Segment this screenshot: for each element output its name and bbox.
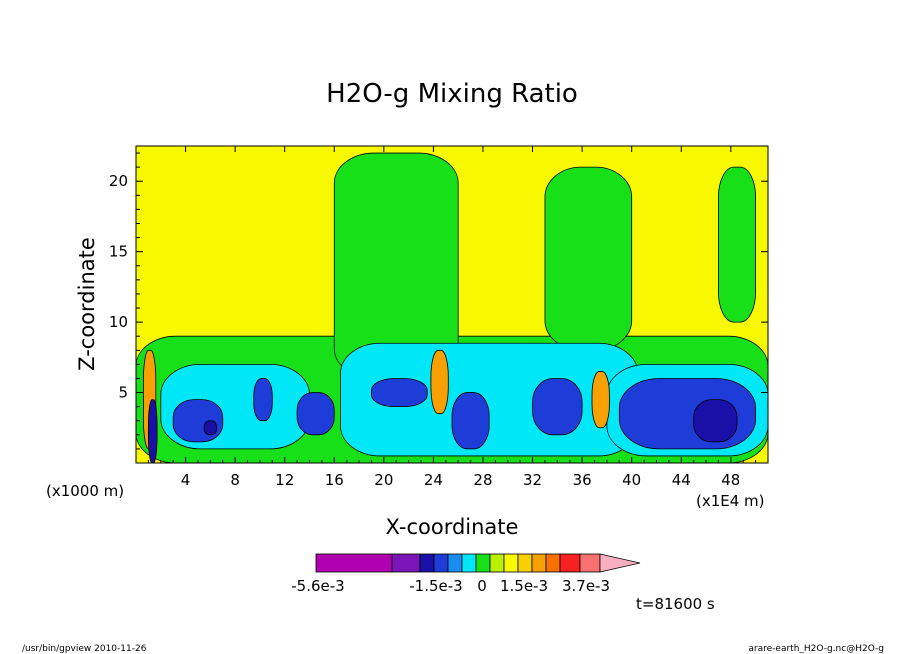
colorbar (315, 553, 641, 573)
y-tick-label: 20 (109, 172, 128, 190)
plot-area (135, 145, 769, 464)
x-tick-label: 28 (473, 471, 492, 489)
x-axis-ticks: 4 8 12 16 20 24 28 32 36 40 44 48 (147, 146, 757, 489)
x-unit-right: (x1E4 m) (696, 492, 765, 510)
x-tick-label: 16 (325, 471, 344, 489)
colorbar-segment (489, 553, 505, 573)
contour-region-blue (532, 378, 583, 436)
x-tick-label: 48 (721, 471, 740, 489)
colorbar-segment (391, 553, 421, 573)
plot-frame (135, 145, 769, 464)
contour-region-blue (371, 378, 428, 408)
contour-region-dark-blue (693, 399, 738, 443)
contour-region-orange (591, 371, 610, 429)
y-tick-label: 10 (109, 313, 128, 331)
colorbar-label-zero: 0 (477, 577, 487, 595)
colorbar-segment (475, 553, 491, 573)
x-tick-label: 36 (573, 471, 592, 489)
colorbar-label-neg: -1.5e-3 (409, 577, 462, 595)
y-tick-label: 15 (109, 243, 128, 261)
colorbar-segment (315, 553, 393, 573)
x-tick-label: 8 (230, 471, 240, 489)
footer-left: /usr/bin/gpview 2010-11-26 (22, 644, 147, 654)
x-tick-label: 44 (672, 471, 691, 489)
contour-region-orange (430, 349, 449, 415)
x-tick-label: 32 (523, 471, 542, 489)
colorbar-segment (461, 553, 477, 573)
y-tick-label: 5 (118, 384, 128, 402)
contour-region-blue (451, 392, 490, 450)
x-axis-title: X-coordinate (386, 515, 519, 539)
contour-region-blue (253, 378, 273, 422)
contour-region-dark-blue (203, 420, 217, 436)
y-axis-title: Z-coordinate (75, 237, 99, 371)
x-unit-left: (x1000 m) (46, 482, 124, 500)
contour-region-blue (296, 392, 335, 436)
footer-right: arare-earth_H2O-g.nc@H2O-g (748, 644, 884, 654)
chart-title: H2O-g Mixing Ratio (326, 79, 578, 109)
contour-region-green (544, 166, 633, 351)
colorbar-label-min: -5.6e-3 (291, 577, 344, 595)
x-tick-label: 4 (181, 471, 191, 489)
x-tick-label: 20 (374, 471, 393, 489)
colorbar-segment (559, 553, 581, 573)
colorbar-segment (579, 553, 601, 573)
colorbar-arrow (599, 553, 641, 573)
colorbar-segment (419, 553, 435, 573)
colorbar-segment (531, 553, 547, 573)
x-tick-label: 24 (424, 471, 443, 489)
x-tick-label: 40 (622, 471, 641, 489)
colorbar-segment (433, 553, 449, 573)
colorbar-label-max: 3.7e-3 (562, 577, 610, 595)
colorbar-segment (447, 553, 463, 573)
colorbar-segment (503, 553, 519, 573)
colorbar-segment (545, 553, 561, 573)
colorbar-label-pos: 1.5e-3 (500, 577, 548, 595)
contour-regions (136, 152, 768, 463)
contour-region-blue (172, 399, 224, 443)
contour-region-dark-blue (147, 399, 158, 463)
x-tick-label: 12 (275, 471, 294, 489)
contour-region-green (718, 166, 757, 323)
time-label: t=81600 s (636, 595, 715, 613)
y-axis-ticks: 5 10 15 20 (109, 152, 768, 450)
colorbar-segment (517, 553, 533, 573)
